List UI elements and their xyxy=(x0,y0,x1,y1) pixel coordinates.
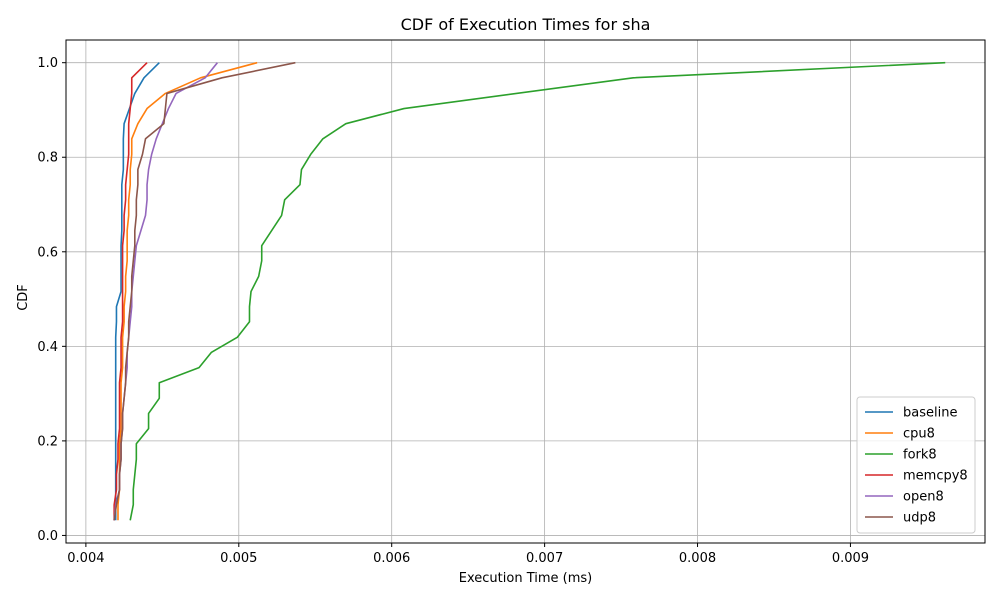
x-tick-label: 0.006 xyxy=(373,551,410,566)
series-line-cpu8 xyxy=(117,61,258,521)
series-line-udp8 xyxy=(113,61,296,521)
y-tick-label: 1.0 xyxy=(37,56,58,71)
grid xyxy=(66,40,985,543)
legend: baseline cpu8 fork8 memcpy8 open8 udp8 xyxy=(856,396,976,534)
series-line-baseline xyxy=(114,62,160,521)
legend-label-udp8: udp8 xyxy=(903,511,936,526)
x-tick-label: 0.005 xyxy=(220,551,257,566)
series-lines xyxy=(113,61,946,521)
x-axis-ticks: 0.004 0.005 0.006 0.007 0.008 0.009 xyxy=(67,543,869,566)
y-tick-label: 0.8 xyxy=(37,151,58,166)
legend-box xyxy=(856,396,976,534)
legend-label-baseline: baseline xyxy=(903,406,957,421)
legend-label-memcpy8: memcpy8 xyxy=(903,469,968,484)
y-tick-label: 0.4 xyxy=(37,340,58,355)
y-tick-label: 0.6 xyxy=(37,245,58,260)
x-tick-label: 0.009 xyxy=(832,551,869,566)
series-line-memcpy8 xyxy=(113,62,148,521)
legend-label-fork8: fork8 xyxy=(903,448,937,463)
plot-frame xyxy=(65,39,986,544)
y-tick-label: 0.2 xyxy=(37,434,58,449)
x-axis-title: Execution Time (ms) xyxy=(459,571,592,586)
x-tick-label: 0.007 xyxy=(526,551,563,566)
x-tick-label: 0.008 xyxy=(679,551,716,566)
y-tick-label: 0.0 xyxy=(37,529,58,544)
series-line-fork8 xyxy=(129,61,946,521)
chart-title: CDF of Execution Times for sha xyxy=(401,15,651,34)
legend-label-cpu8: cpu8 xyxy=(903,427,935,442)
y-axis-ticks: 0.0 0.2 0.4 0.6 0.8 1.0 xyxy=(37,56,66,544)
x-tick-label: 0.004 xyxy=(67,551,104,566)
legend-label-open8: open8 xyxy=(903,490,944,505)
y-axis-title: CDF xyxy=(16,284,31,311)
